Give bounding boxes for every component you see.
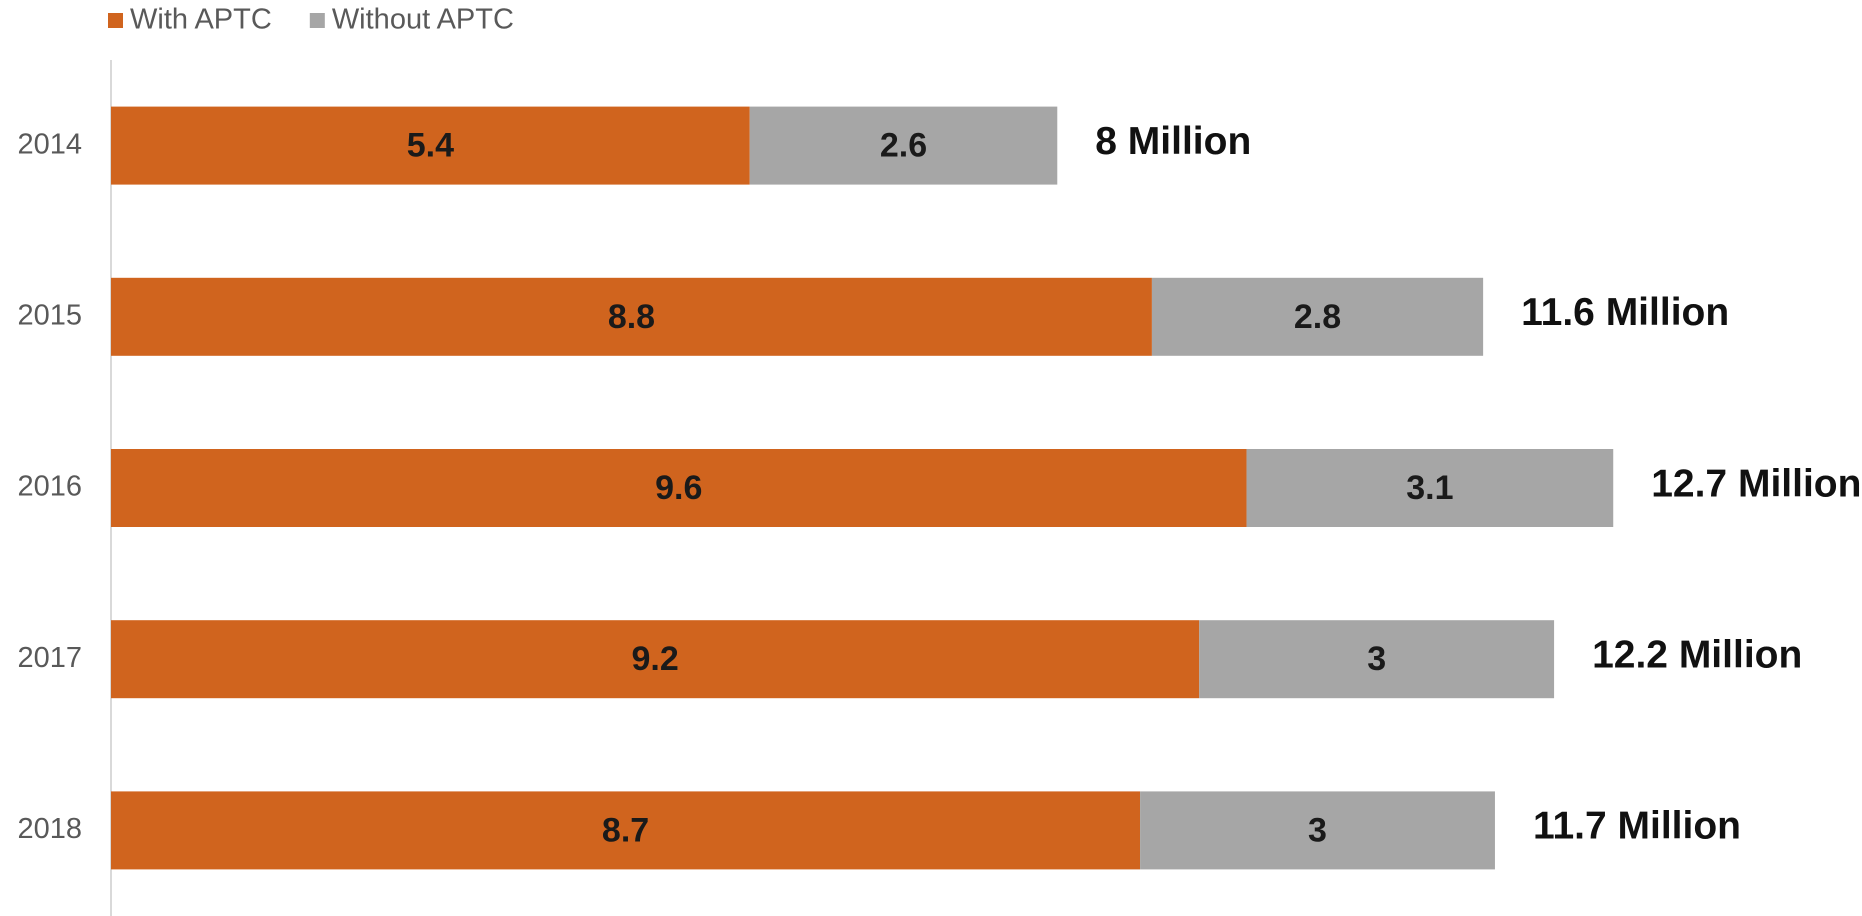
bar-segment xyxy=(1151,277,1484,356)
legend-label: Without APTC xyxy=(332,4,514,36)
bar-segment xyxy=(111,449,1247,527)
legend-swatch xyxy=(108,13,123,28)
bar-segment xyxy=(111,791,1141,870)
data-label: 3 xyxy=(1308,811,1327,849)
legend-label: With APTC xyxy=(130,4,272,36)
y-tick-label: 2016 xyxy=(17,471,82,503)
y-tick-label: 2015 xyxy=(17,299,82,331)
data-label: 8.8 xyxy=(608,298,655,336)
bar-segment xyxy=(111,620,1200,699)
bar-segment xyxy=(749,106,1058,185)
data-label: 3.1 xyxy=(1406,469,1453,507)
total-label: 11.6 Million xyxy=(1521,291,1729,334)
total-label: 8 Million xyxy=(1095,120,1251,163)
data-label: 2.6 xyxy=(880,127,927,165)
total-label: 11.7 Million xyxy=(1533,805,1741,848)
bar-segment xyxy=(1140,791,1495,870)
bar-segment xyxy=(111,277,1152,356)
y-tick-label: 2014 xyxy=(17,128,82,160)
y-tick-label: 2017 xyxy=(17,642,82,674)
y-tick-label: 2018 xyxy=(17,813,82,845)
bar-segment xyxy=(111,106,750,185)
data-label: 9.6 xyxy=(655,469,702,507)
total-label: 12.7 Million xyxy=(1651,462,1861,505)
bar-segment xyxy=(1199,620,1555,699)
total-label: 12.2 Million xyxy=(1592,633,1802,676)
data-label: 8.7 xyxy=(602,811,649,849)
data-label: 5.4 xyxy=(407,127,454,165)
data-label: 3 xyxy=(1367,640,1386,678)
legend-swatch xyxy=(309,13,325,28)
data-label: 2.8 xyxy=(1294,298,1341,336)
bar-segment xyxy=(1246,449,1614,527)
data-label: 9.2 xyxy=(631,640,678,678)
